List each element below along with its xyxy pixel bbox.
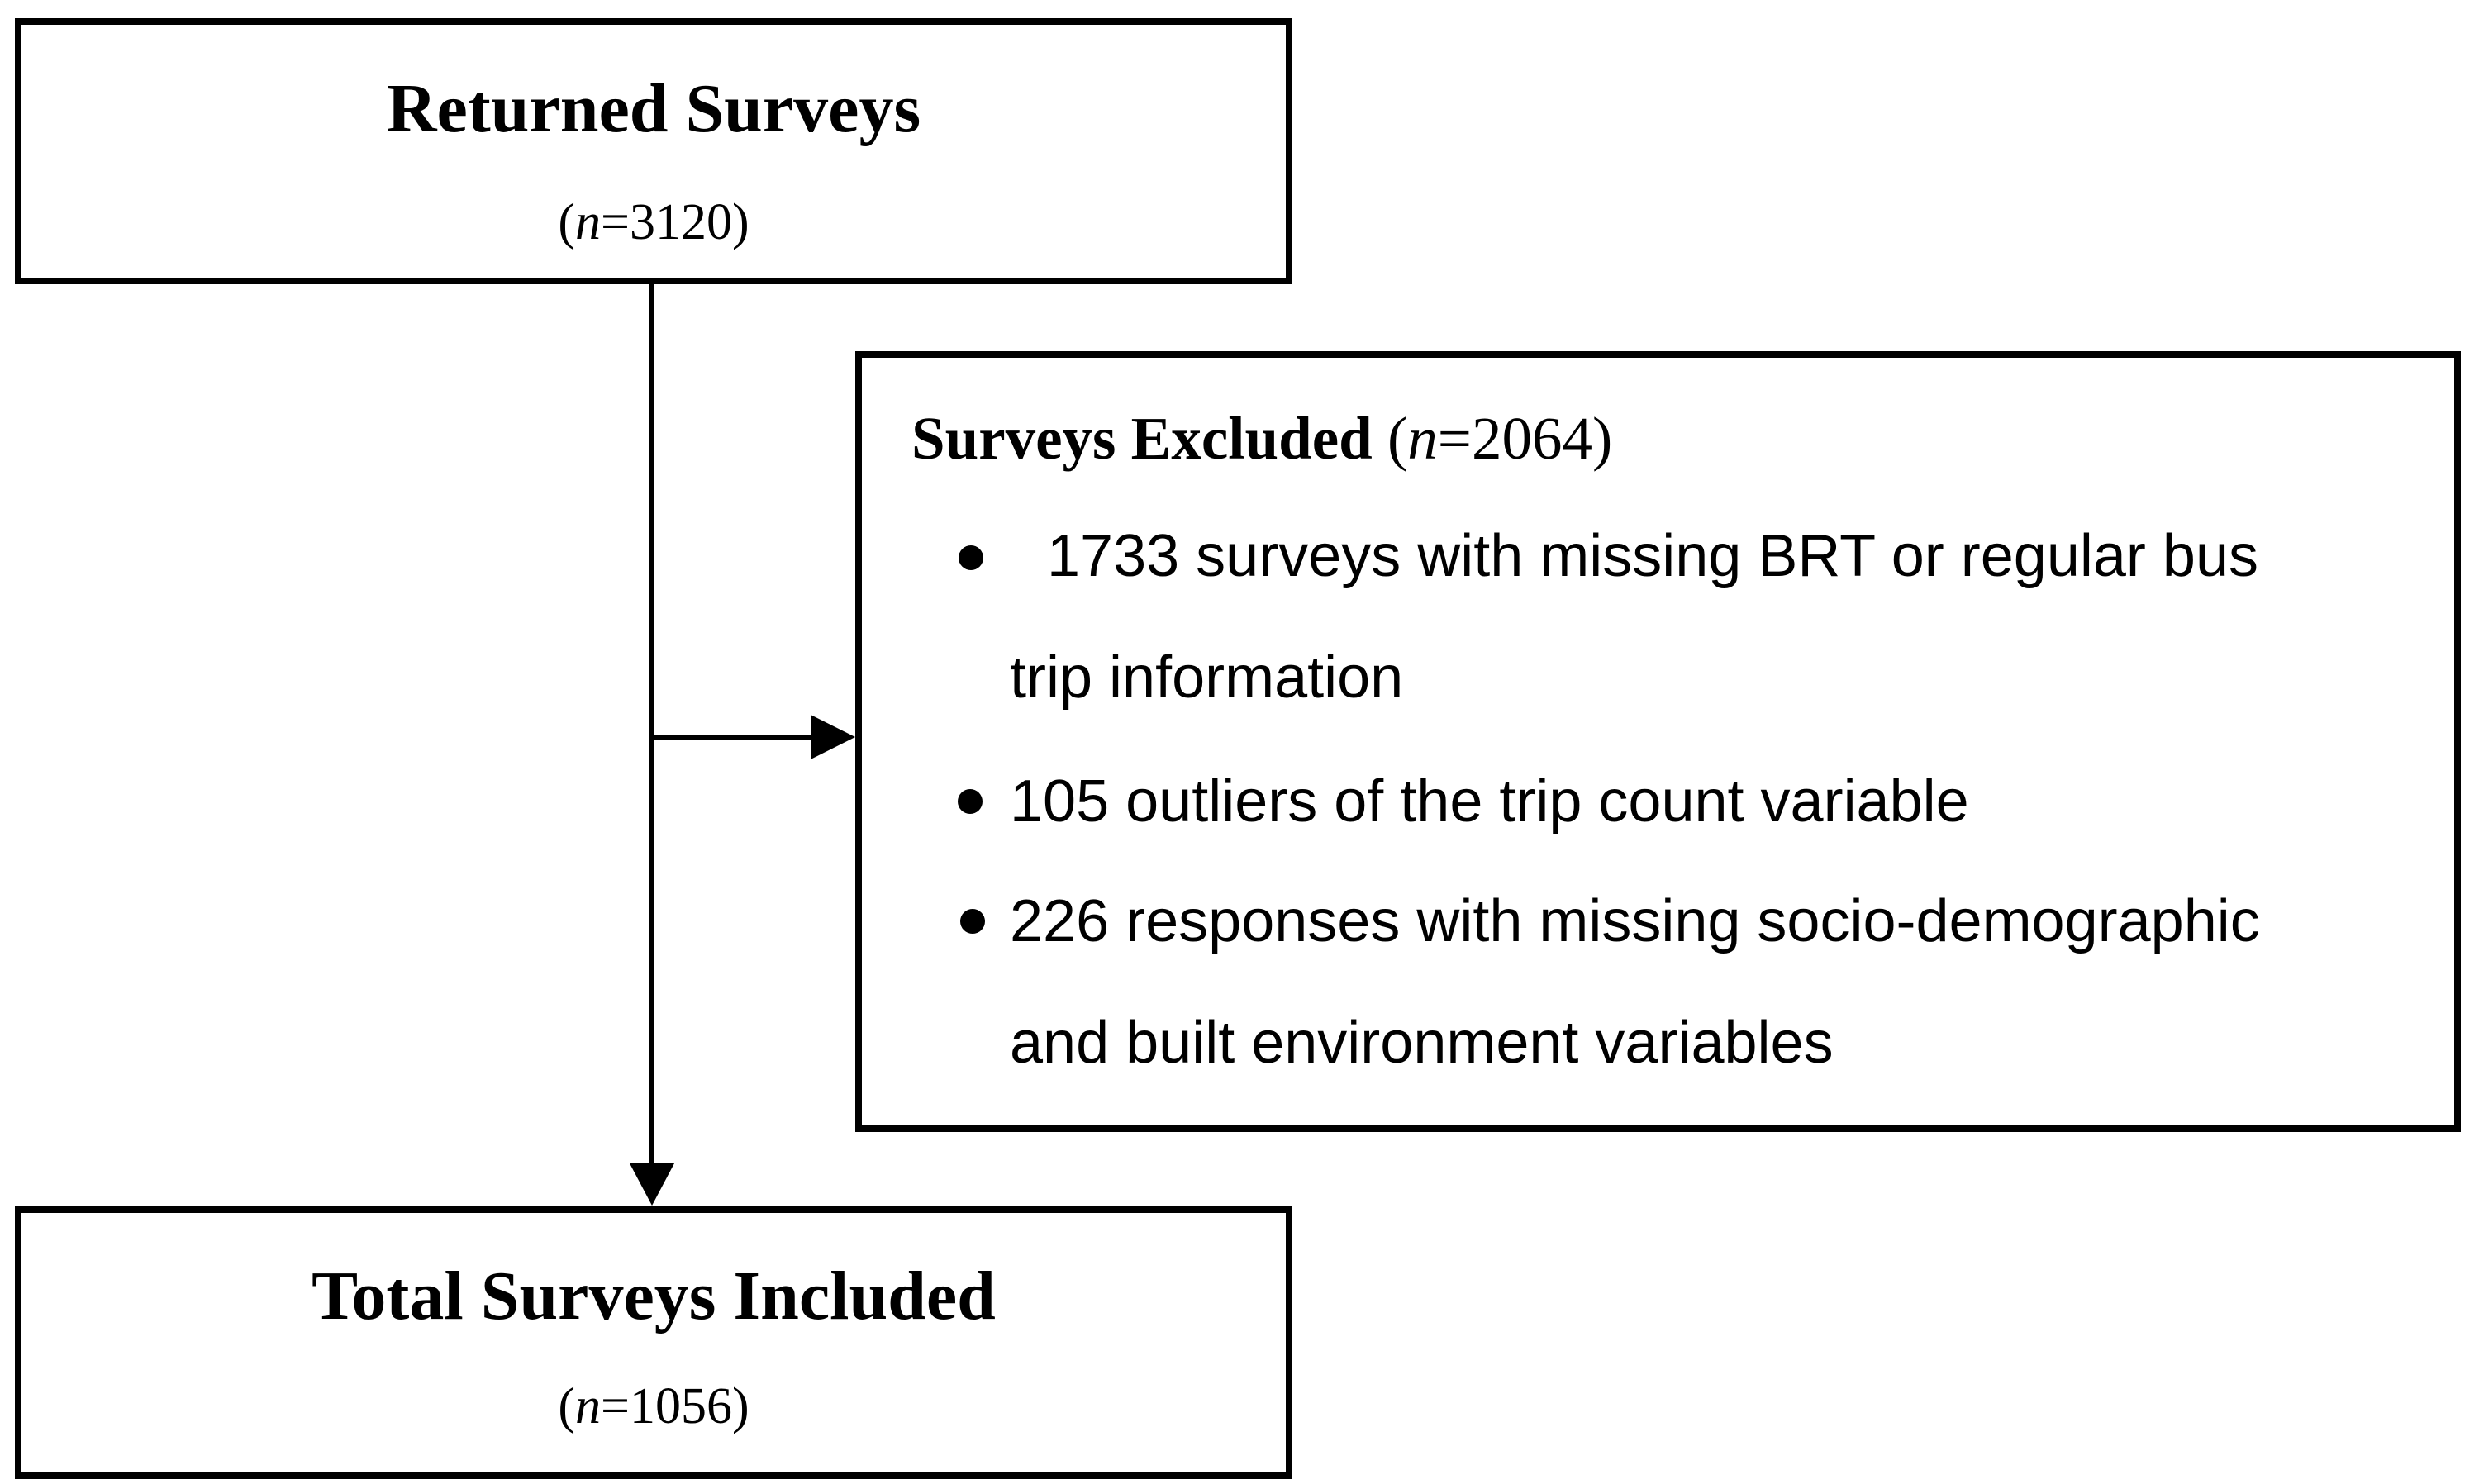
bullet-2-line-1: 105 outliers of the trip count variable [1010,768,1969,835]
n-variable: n [575,194,602,250]
bullet-dot-icon [960,909,985,934]
horizontal-connector-line [651,735,812,740]
vertical-connector-line [649,284,654,1163]
bullet-1-line-2: trip information [1010,644,1404,711]
returned-surveys-count: (n=3120) [15,197,1292,248]
returned-surveys-box [15,18,1292,284]
paren-open: ( [558,1378,576,1434]
total-included-count: (n=1056) [15,1381,1292,1432]
surveys-excluded-title: Surveys Excluded (n=2064) [911,408,1612,469]
n-variable: n [575,1378,602,1434]
returned-surveys-title: Returned Surveys [386,70,921,147]
paren-open: ( [558,194,576,250]
paren-open: ( [1372,405,1408,472]
bullet-3-line-1: 226 responses with missing socio-demogra… [1010,888,2260,954]
n-value: =2064) [1437,405,1613,472]
surveys-excluded-box [855,351,2461,1132]
bullet-1-line-1: 1733 surveys with missing BRT or regular… [1047,523,2258,589]
total-included-box [15,1206,1292,1479]
down-arrow-icon [630,1163,674,1206]
excluded-title-text: Surveys Excluded [911,405,1373,472]
n-value: =1056) [601,1378,749,1434]
bullet-dot-icon [959,545,983,570]
bullet-dot-icon [958,789,983,814]
bullet-3-line-2: and built environment variables [1010,1010,1834,1076]
n-variable: n [1407,405,1438,472]
total-included-title: Total Surveys Included [312,1258,996,1334]
right-arrow-icon [811,715,855,759]
n-value: =3120) [601,194,749,250]
